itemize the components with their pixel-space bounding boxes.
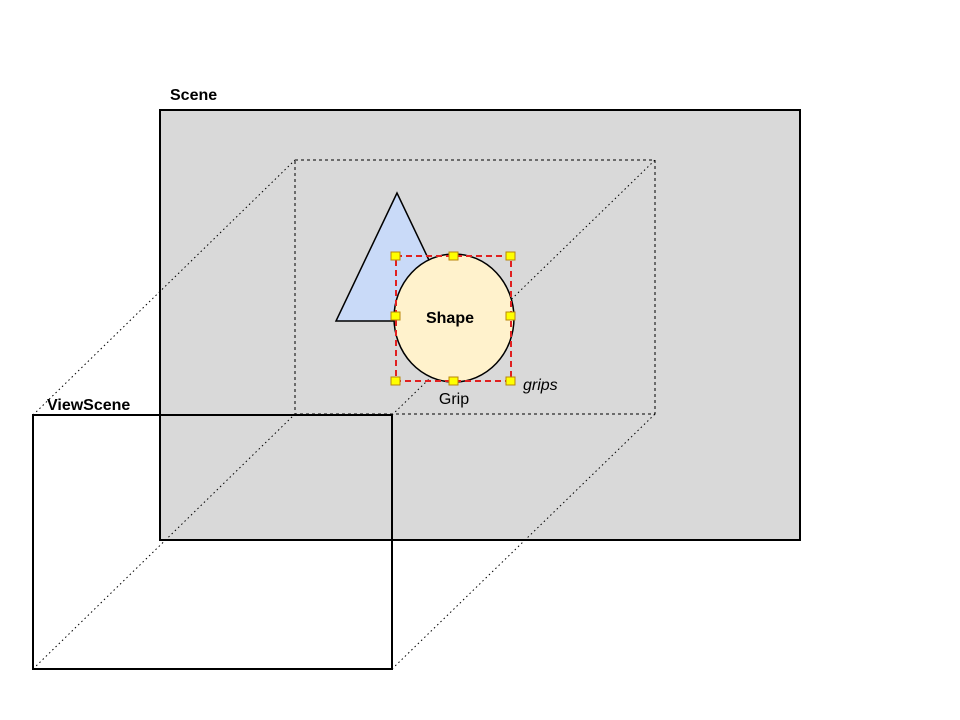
viewport-rect [294,159,656,415]
view-scene-rect [32,414,393,670]
grip-handle-top-left[interactable] [390,251,401,261]
grip-handle-middle-right[interactable] [505,311,516,321]
grip-handle-bottom-left[interactable] [390,376,401,386]
grip-handle-top-right[interactable] [505,251,516,261]
shape-label: Shape [426,310,474,327]
grip-handle-top-center[interactable] [448,251,459,261]
scene-label: Scene [170,87,217,104]
grip-label: Grip [439,391,469,408]
grip-handle-bottom-center[interactable] [448,376,459,386]
grip-handle-bottom-right[interactable] [505,376,516,386]
grip-handles[interactable] [390,251,516,386]
grips-label: grips [523,377,558,394]
view-scene-label: ViewScene [47,397,130,414]
grip-handle-middle-left[interactable] [390,311,401,321]
